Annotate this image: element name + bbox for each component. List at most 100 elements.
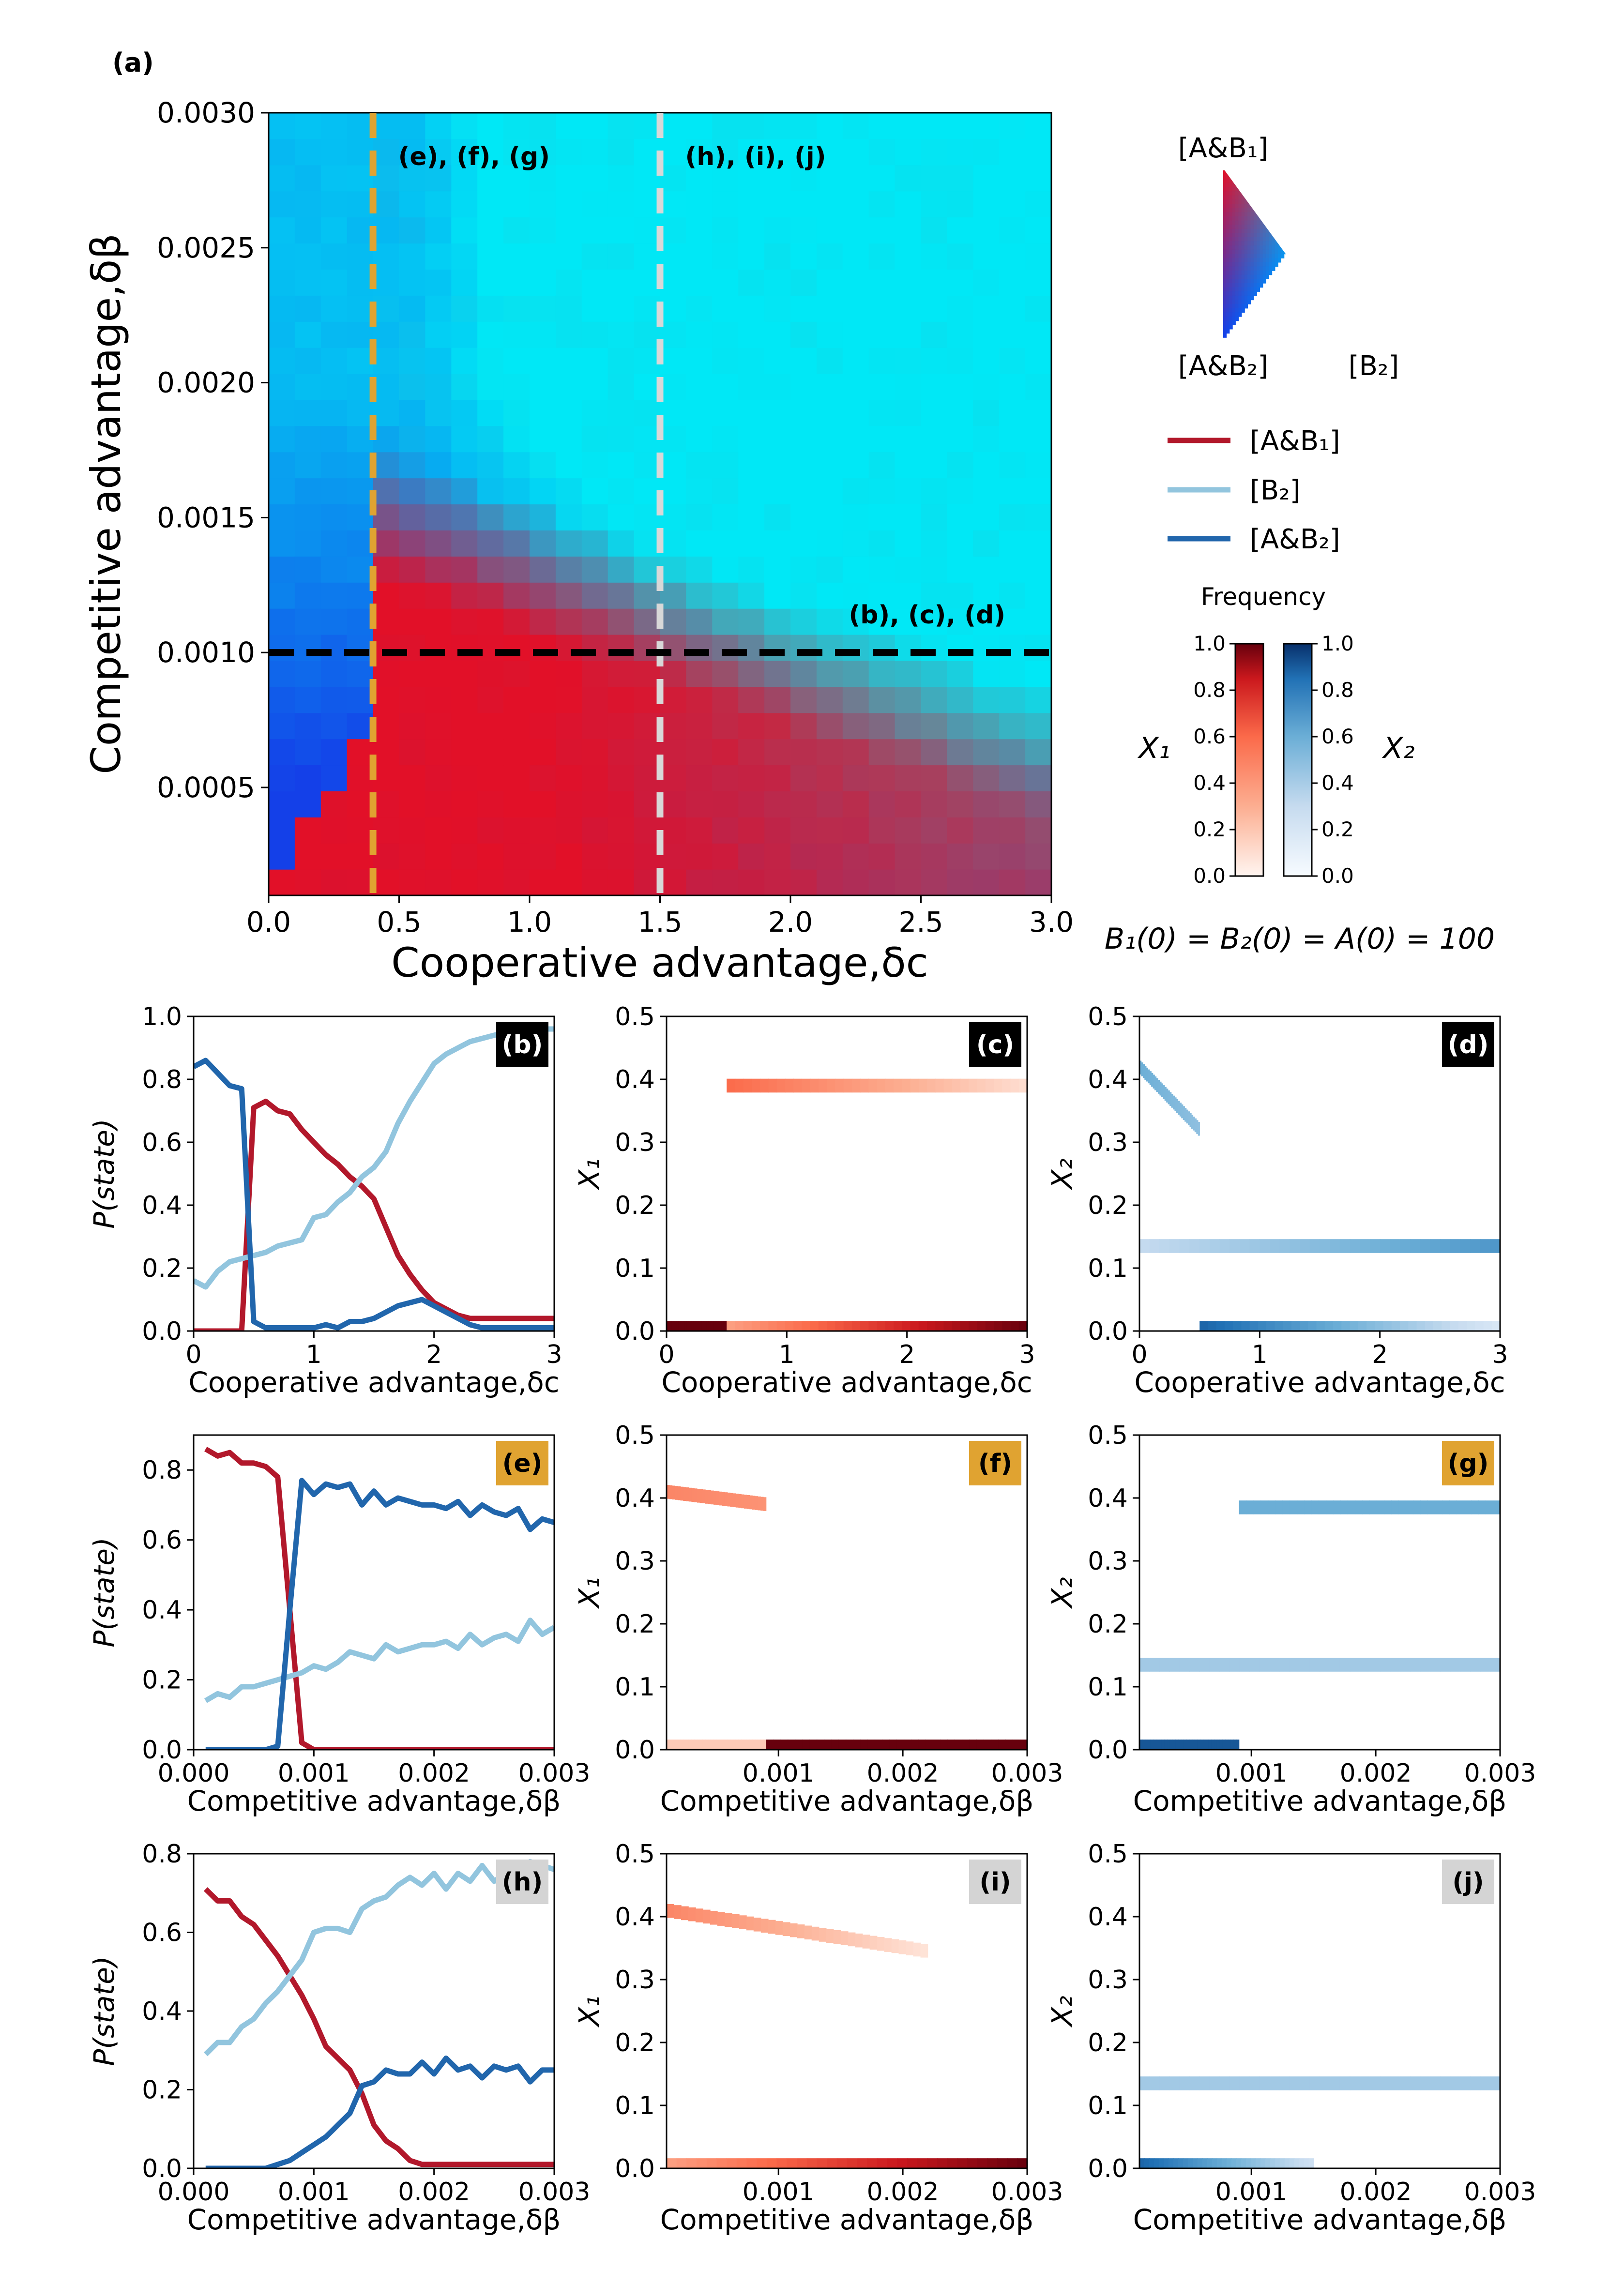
- heat-cell: [712, 608, 739, 635]
- heat-cell: [868, 399, 895, 426]
- heat-band-cell: [1149, 2076, 1160, 2090]
- heat-band-cell: [1316, 1321, 1325, 1331]
- triangle-cell: [1253, 237, 1257, 242]
- triangle-cell: [1241, 271, 1245, 275]
- heat-cell: [842, 530, 869, 557]
- heat-cell: [320, 765, 348, 791]
- triangle-cell: [1235, 295, 1239, 301]
- heat-cell: [530, 530, 556, 557]
- heat-cell: [555, 425, 582, 453]
- heat-band-cell: [1299, 2158, 1305, 2168]
- y-tick-label: 0.0010: [157, 636, 255, 669]
- triangle-cell: [1277, 245, 1281, 250]
- triangle-cell: [1235, 220, 1239, 225]
- heat-cell: [425, 243, 452, 270]
- heat-cell: [373, 399, 400, 426]
- heat-band-cell: [746, 1740, 750, 1750]
- heat-band-cell: [741, 1494, 744, 1509]
- heat-cell: [555, 217, 582, 244]
- heat-band-cell: [1427, 1500, 1435, 1514]
- heat-cell: [842, 582, 869, 609]
- triangle-cell: [1229, 266, 1233, 271]
- y-tick-label: 0.3: [615, 1547, 655, 1576]
- triangle-cell: [1262, 279, 1266, 284]
- heat-cell: [269, 217, 295, 244]
- heat-cell: [269, 295, 295, 322]
- triangle-cell: [1244, 241, 1248, 246]
- heat-cell: [686, 191, 713, 218]
- heat-cell: [764, 791, 791, 817]
- heat-band-cell: [672, 1485, 675, 1500]
- heat-band-cell: [1141, 1062, 1143, 1076]
- panel-tag-box: [969, 1022, 1021, 1067]
- heat-band-cell: [703, 1321, 706, 1331]
- panel-d-marks: [1139, 1060, 1500, 1331]
- y-tick-label: 0.0: [142, 2154, 182, 2183]
- heat-band-cell: [817, 1740, 825, 1750]
- triangle-cell: [1247, 254, 1251, 258]
- triangle-cell: [1247, 283, 1251, 288]
- heat-cell: [999, 165, 1026, 192]
- heat-cell: [347, 348, 374, 374]
- triangle-cell: [1229, 208, 1233, 212]
- heat-cell: [530, 478, 556, 505]
- triangle-cell: [1226, 245, 1230, 250]
- heat-cell: [634, 374, 661, 400]
- heat-cell: [581, 374, 608, 400]
- heat-cell: [399, 399, 425, 426]
- triangle-cell: [1250, 279, 1254, 284]
- heat-cell: [607, 660, 635, 687]
- heat-band-cell: [1375, 1321, 1384, 1331]
- triangle-cell: [1253, 274, 1257, 279]
- heat-cell: [477, 243, 504, 270]
- triangle-cell: [1247, 241, 1251, 246]
- frequency-title: Frequency: [1201, 583, 1326, 611]
- heat-band-cell: [1219, 1658, 1230, 1672]
- heat-band-cell: [1290, 1658, 1300, 1672]
- triangle-cell: [1277, 258, 1281, 263]
- heat-cell: [347, 791, 374, 817]
- triangle-cell: [1226, 279, 1230, 284]
- heat-band-cell: [847, 2158, 857, 2168]
- heat-cell: [816, 321, 843, 348]
- heat-band-cell: [1360, 1239, 1370, 1253]
- heat-band-cell: [1275, 2158, 1280, 2168]
- heat-cell: [581, 530, 608, 557]
- heat-band-cell: [723, 1321, 726, 1331]
- y-tick-label: 0.6: [142, 1919, 182, 1948]
- triangle-cell: [1241, 266, 1245, 271]
- triangle-cell: [1257, 262, 1260, 267]
- triangle-cell: [1247, 300, 1251, 304]
- triangle-cell: [1229, 199, 1233, 204]
- heat-band-cell: [686, 1321, 689, 1331]
- heat-band-cell: [1189, 1239, 1200, 1253]
- heat-band-cell: [1406, 1500, 1413, 1514]
- heat-cell: [660, 530, 686, 557]
- heat-cell: [294, 425, 321, 453]
- triangle-cell: [1247, 287, 1251, 292]
- colorbar-x2: [1283, 643, 1313, 877]
- heat-cell: [816, 295, 843, 322]
- heat-band-cell: [1380, 1239, 1391, 1253]
- heat-cell: [921, 504, 947, 530]
- triangle-cell: [1223, 279, 1227, 284]
- series-line: [205, 1478, 554, 1750]
- triangle-cell: [1223, 271, 1227, 275]
- heat-cell: [294, 113, 321, 139]
- heat-cell: [712, 530, 739, 557]
- heat-cell: [451, 504, 478, 530]
- heat-cell: [712, 348, 739, 374]
- heat-band-cell: [1490, 1239, 1500, 1253]
- triangle-cell: [1247, 262, 1251, 267]
- heat-cell: [347, 608, 374, 635]
- heat-cell: [790, 399, 817, 426]
- heat-cell: [842, 425, 869, 453]
- heat-band-cell: [1425, 1321, 1434, 1331]
- heat-cell: [269, 635, 295, 661]
- heat-cell: [660, 217, 686, 244]
- y-tick-label: 0.2: [1088, 1610, 1128, 1639]
- heat-cell: [555, 191, 582, 218]
- heat-band-cell: [1199, 1321, 1209, 1331]
- triangle-cell: [1250, 233, 1254, 238]
